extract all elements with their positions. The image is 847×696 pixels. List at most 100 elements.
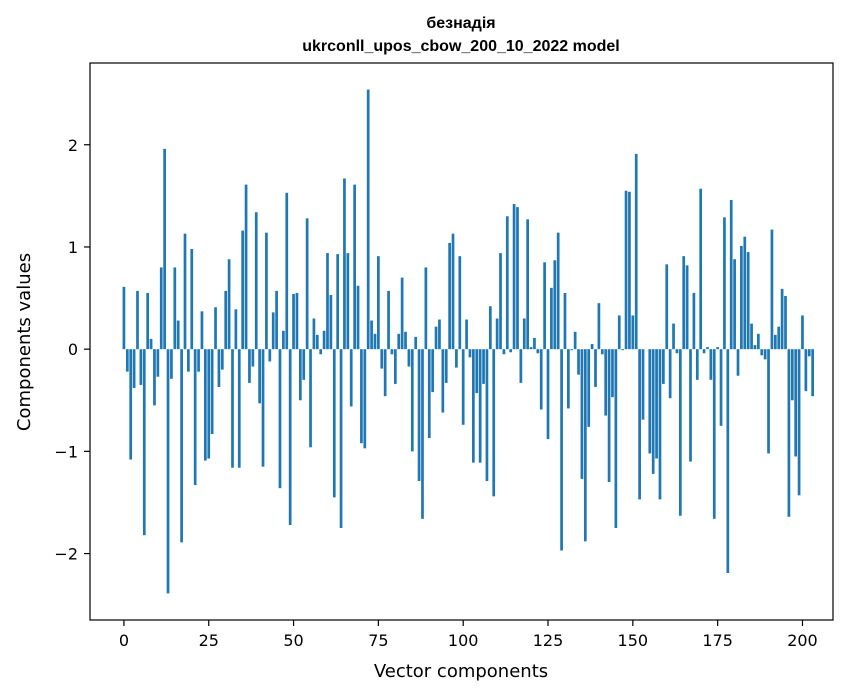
bar-132 bbox=[570, 349, 574, 351]
bar-36 bbox=[244, 184, 248, 350]
bar-11 bbox=[159, 267, 163, 350]
bar-49 bbox=[288, 349, 292, 525]
bar-13 bbox=[166, 349, 170, 594]
bar-58 bbox=[319, 349, 323, 355]
bar-203 bbox=[811, 349, 814, 397]
bar-43 bbox=[268, 349, 272, 362]
bar-119 bbox=[526, 219, 530, 350]
bar-16 bbox=[176, 320, 180, 350]
x-tick-label: 150 bbox=[618, 631, 649, 650]
bar-126 bbox=[550, 287, 553, 350]
y-tick-label: 1 bbox=[68, 238, 78, 257]
bar-118 bbox=[522, 318, 526, 350]
bar-48 bbox=[285, 192, 289, 350]
bar-145 bbox=[614, 349, 618, 529]
bar-105 bbox=[478, 349, 482, 463]
bar-175 bbox=[716, 347, 719, 350]
bar-83 bbox=[404, 331, 407, 350]
bar-66 bbox=[346, 253, 350, 350]
x-tick-label: 100 bbox=[448, 631, 479, 650]
bar-18 bbox=[183, 233, 187, 350]
bar-156 bbox=[651, 349, 655, 474]
bar-103 bbox=[472, 349, 475, 463]
x-tick-label: 75 bbox=[368, 631, 388, 650]
y-tick-label: −2 bbox=[54, 545, 78, 564]
bar-144 bbox=[611, 349, 614, 398]
bar-153 bbox=[641, 349, 645, 420]
bar-69 bbox=[356, 285, 360, 350]
bar-121 bbox=[533, 337, 536, 350]
bar-134 bbox=[577, 349, 580, 375]
bar-128 bbox=[556, 232, 560, 350]
bar-104 bbox=[475, 349, 479, 394]
bar-159 bbox=[662, 349, 665, 384]
bar-161 bbox=[668, 349, 672, 399]
bar-135 bbox=[580, 349, 584, 479]
bar-29 bbox=[220, 349, 224, 370]
bar-177 bbox=[723, 217, 726, 350]
bar-171 bbox=[702, 349, 706, 354]
bar-1 bbox=[125, 349, 129, 372]
bar-187 bbox=[757, 333, 760, 350]
bar-157 bbox=[655, 349, 658, 459]
bar-40 bbox=[258, 349, 261, 404]
bar-89 bbox=[424, 267, 428, 350]
bar-188 bbox=[760, 349, 764, 356]
bar-80 bbox=[393, 349, 397, 384]
bar-62 bbox=[332, 349, 336, 498]
bar-81 bbox=[397, 333, 401, 350]
bar-53 bbox=[302, 349, 306, 380]
bar-152 bbox=[638, 349, 641, 500]
bar-70 bbox=[360, 349, 363, 444]
bar-193 bbox=[777, 326, 781, 350]
bar-38 bbox=[251, 349, 255, 367]
bar-47 bbox=[282, 330, 285, 350]
bar-138 bbox=[590, 344, 594, 350]
bar-19 bbox=[187, 349, 190, 372]
bar-28 bbox=[217, 349, 221, 387]
bar-64 bbox=[339, 349, 343, 529]
bar-131 bbox=[567, 349, 570, 409]
bar-111 bbox=[499, 253, 502, 350]
x-tick-label: 125 bbox=[533, 631, 564, 650]
bar-32 bbox=[231, 349, 234, 468]
bar-87 bbox=[417, 349, 421, 482]
bar-46 bbox=[278, 349, 282, 489]
bar-35 bbox=[241, 230, 245, 350]
bar-30 bbox=[224, 290, 228, 350]
x-tick-label: 0 bbox=[119, 631, 129, 650]
bar-61 bbox=[329, 295, 333, 350]
bar-127 bbox=[553, 260, 557, 350]
bar-106 bbox=[482, 349, 485, 384]
chart-title-line-1: безнадія bbox=[426, 15, 495, 32]
bar-91 bbox=[431, 349, 435, 393]
bar-129 bbox=[560, 349, 563, 551]
bar-57 bbox=[315, 334, 319, 350]
bar-27 bbox=[214, 307, 217, 350]
bar-194 bbox=[780, 288, 784, 350]
bar-0 bbox=[122, 286, 126, 350]
bar-34 bbox=[237, 349, 241, 468]
bar-55 bbox=[309, 349, 312, 448]
bar-158 bbox=[658, 349, 662, 500]
bar-series bbox=[122, 89, 814, 594]
bar-122 bbox=[536, 349, 540, 354]
bar-78 bbox=[387, 290, 390, 350]
bar-202 bbox=[807, 349, 811, 357]
bar-139 bbox=[594, 349, 597, 387]
x-tick-label: 175 bbox=[702, 631, 733, 650]
bar-102 bbox=[468, 349, 472, 358]
bar-42 bbox=[265, 232, 268, 350]
bar-164 bbox=[678, 349, 682, 516]
bar-120 bbox=[529, 347, 533, 350]
bar-24 bbox=[203, 349, 207, 461]
bar-176 bbox=[719, 349, 723, 426]
bar-85 bbox=[410, 349, 414, 452]
bar-20 bbox=[190, 249, 194, 350]
bar-67 bbox=[349, 349, 353, 407]
bar-167 bbox=[689, 349, 692, 462]
bar-173 bbox=[709, 349, 713, 380]
bar-75 bbox=[377, 256, 380, 350]
bar-182 bbox=[740, 245, 743, 350]
bar-98 bbox=[455, 349, 458, 368]
